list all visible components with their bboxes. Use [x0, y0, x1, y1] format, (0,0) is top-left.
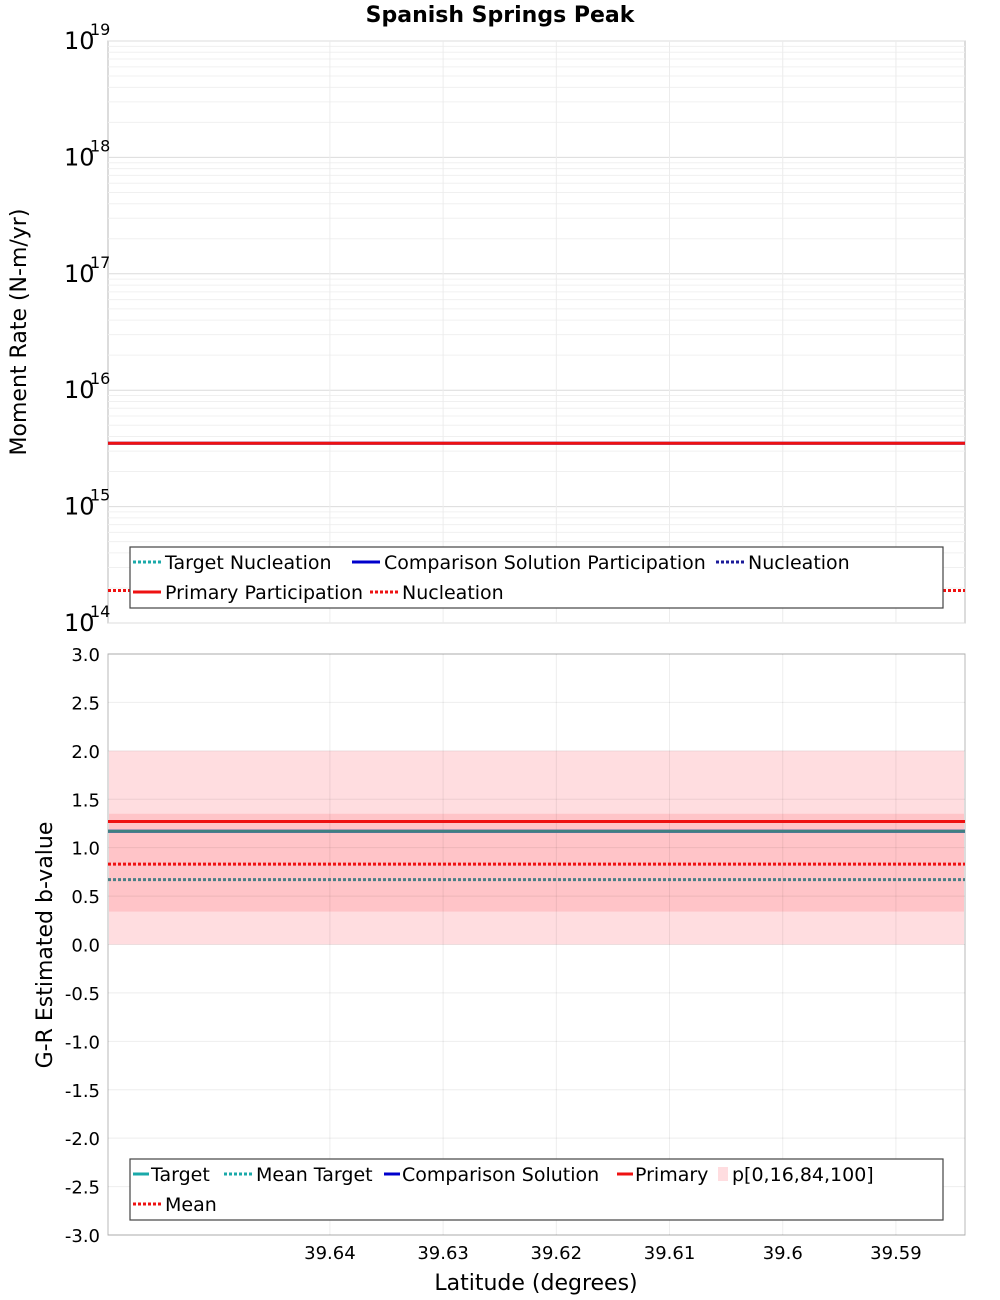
- b-value-y-axis-label: G-R Estimated b-value: [33, 822, 58, 1069]
- y-tick-label-exponent: 16: [90, 369, 110, 388]
- legend-label: Primary Participation: [165, 582, 363, 604]
- y-tick-label: -2.0: [65, 1129, 100, 1150]
- legend-label: Comparison Solution Participation: [384, 552, 706, 574]
- y-tick-label-exponent: 14: [90, 602, 110, 621]
- y-tick-label: -3.0: [65, 1226, 100, 1247]
- y-tick-label: 0.0: [71, 936, 100, 957]
- chart-title: Spanish Springs Peak: [366, 3, 636, 28]
- y-tick-label: 0.5: [71, 887, 100, 908]
- legend-label: Primary: [635, 1164, 708, 1186]
- legend-swatch-band: [718, 1167, 728, 1181]
- y-tick-label-exponent: 17: [90, 253, 110, 272]
- moment-rate-plot-area: [107, 40, 966, 624]
- y-tick-label: 2.5: [71, 693, 100, 714]
- x-tick-label: 39.61: [644, 1243, 696, 1264]
- y-tick-label: -1.0: [65, 1032, 100, 1053]
- legend-label: Target Nucleation: [164, 552, 332, 574]
- legend-label: p[0,16,84,100]: [732, 1164, 874, 1186]
- y-tick-label-exponent: 15: [90, 486, 110, 505]
- legend-label: Mean Target: [256, 1164, 373, 1186]
- legend-box: [129, 546, 944, 609]
- y-tick-label-base: 10: [64, 493, 95, 521]
- y-tick-label: -2.5: [65, 1178, 100, 1199]
- legend-label: Comparison Solution: [402, 1164, 599, 1186]
- x-tick-label: 39.63: [417, 1243, 469, 1264]
- legend-label: Nucleation: [402, 582, 504, 604]
- legend-box: [129, 1158, 944, 1221]
- y-tick-label: -0.5: [65, 984, 100, 1005]
- y-tick-label-base: 10: [64, 376, 95, 404]
- y-tick-label: -1.5: [65, 1081, 100, 1102]
- y-tick-label-base: 10: [64, 143, 95, 171]
- x-tick-label: 39.64: [304, 1243, 356, 1264]
- y-tick-label: 2.0: [71, 742, 100, 763]
- y-tick-label-exponent: 19: [90, 20, 110, 39]
- b-value-panel: -3.0 -2.5 -2.0 -1.5 -1.0 -0.5 0.0 0.5 1.0 1.5 2.0 2…: [33, 645, 966, 1296]
- b-value-legend: Target Mean Target Comparison Solution Prim…: [129, 1158, 944, 1221]
- y-tick-label: 3.0: [71, 645, 100, 666]
- y-tick-label-base: 10: [64, 260, 95, 288]
- moment-rate-y-axis-label: Moment Rate (N-m/yr): [7, 209, 32, 456]
- x-tick-label: 39.62: [531, 1243, 583, 1264]
- y-tick-label-base: 10: [64, 27, 95, 55]
- x-axis-label: Latitude (degrees): [434, 1271, 637, 1296]
- legend-label: Target: [150, 1164, 210, 1186]
- y-tick-label: 1.5: [71, 790, 100, 811]
- y-tick-label-exponent: 18: [90, 136, 110, 155]
- moment-rate-legend: Target Nucleation Comparison Solution Par…: [129, 546, 944, 609]
- y-tick-label-base: 10: [64, 609, 95, 637]
- x-tick-label: 39.59: [870, 1243, 922, 1264]
- y-tick-label: 1.0: [71, 839, 100, 860]
- legend-label: Mean: [165, 1194, 217, 1216]
- legend-label: Nucleation: [748, 552, 850, 574]
- x-tick-label: 39.6: [763, 1243, 803, 1264]
